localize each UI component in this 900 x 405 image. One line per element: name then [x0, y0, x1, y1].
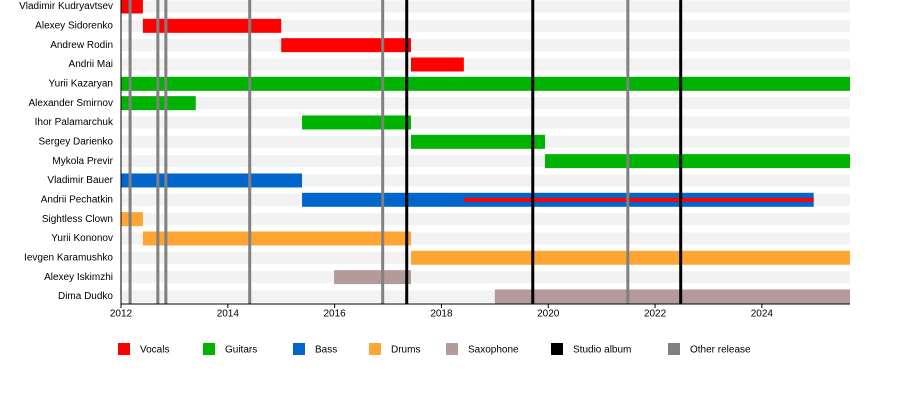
row-stripe [121, 97, 850, 110]
member-label: Mykola Previr [52, 156, 113, 167]
member-bar [142, 18, 282, 33]
legend-label: Other release [690, 345, 751, 356]
member-bar [121, 76, 850, 91]
x-tick-label: 2024 [751, 309, 774, 320]
legend-swatch [551, 343, 563, 355]
member-bar [494, 289, 850, 304]
member-label: Vladimir Bauer [47, 175, 113, 186]
row-stripe [121, 116, 850, 129]
legend-label: Saxophone [468, 345, 519, 356]
member-label: Yurii Kazaryan [49, 78, 113, 89]
member-bar [410, 57, 464, 72]
member-bar [463, 197, 814, 202]
member-label: Dima Dudko [58, 291, 113, 302]
legend-label: Studio album [573, 345, 631, 356]
legend-label: Guitars [225, 345, 257, 356]
member-bar [121, 0, 143, 14]
member-label: Ihor Palamarchuk [35, 117, 114, 128]
legend-label: Bass [315, 345, 337, 356]
member-label: Vladimir Kudryavtsev [19, 1, 113, 12]
member-label: Sightless Clown [42, 214, 113, 225]
member-bar [121, 173, 303, 188]
x-tick-label: 2014 [217, 309, 240, 320]
member-bar [410, 134, 546, 149]
member-label: Alexander Smirnov [29, 98, 113, 109]
x-tick-label: 2020 [537, 309, 560, 320]
member-label: Alexey Iskimzhi [44, 272, 113, 283]
member-bar [410, 250, 850, 265]
row-stripe [121, 0, 850, 13]
legend-swatch [293, 343, 305, 355]
x-tick-label: 2012 [110, 309, 133, 320]
row-stripe [121, 213, 850, 226]
legend-swatch [118, 343, 130, 355]
member-bar [545, 154, 850, 169]
x-tick-label: 2016 [324, 309, 347, 320]
member-bar [142, 231, 411, 246]
row-stripe [121, 174, 850, 187]
x-tick-label: 2018 [430, 309, 453, 320]
legend-swatch [668, 343, 680, 355]
row-stripe [121, 271, 850, 284]
legend-label: Vocals [140, 345, 169, 356]
row-stripe [121, 19, 850, 32]
member-bar [334, 270, 411, 285]
legend-swatch [203, 343, 215, 355]
member-bar [302, 115, 411, 130]
legend-swatch [369, 343, 381, 355]
x-tick-label: 2022 [644, 309, 667, 320]
member-label: Alexey Sidorenko [35, 20, 113, 31]
member-bar [121, 212, 143, 227]
member-label: Andrew Rodin [50, 40, 113, 51]
member-label: Yurii Kononov [51, 233, 113, 244]
row-stripe [121, 58, 850, 71]
member-label: Andrii Pechatkin [41, 194, 113, 205]
member-label: Andrii Mai [69, 59, 113, 70]
member-label: Ievgen Karamushko [24, 252, 113, 263]
member-bar [281, 38, 411, 53]
legend-swatch [446, 343, 458, 355]
legend-label: Drums [391, 345, 420, 356]
row-stripe [121, 39, 850, 52]
member-label: Sergey Darienko [39, 136, 114, 147]
